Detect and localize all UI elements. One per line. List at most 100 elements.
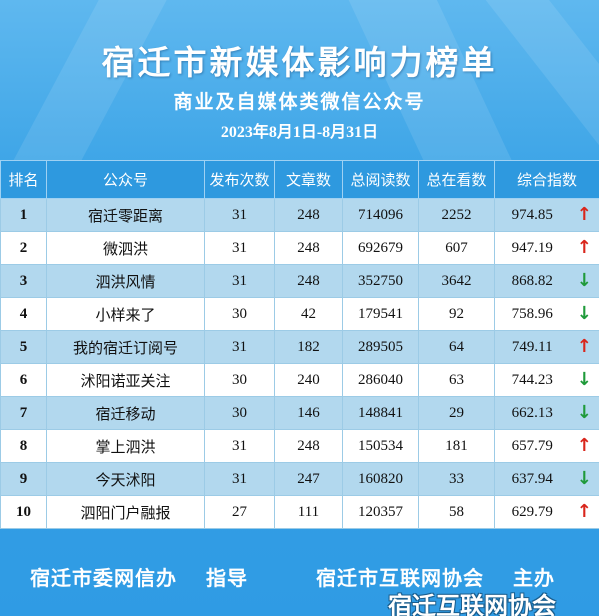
poster-footer: 宿迁市委网信办 指导 宿迁市互联网协会 主办 宿迁互联网协会 [0,548,599,616]
cell-likes: 181 [418,429,495,463]
cell-likes: 3642 [418,264,495,298]
cell-posts: 31 [204,264,275,298]
table-row: 2 微泗洪 31 248 692679 607 947.19 ↑ [0,231,599,265]
cell-rank: 5 [0,330,47,364]
cell-rank: 2 [0,231,47,265]
cell-rank: 10 [0,495,47,529]
cell-rank: 9 [0,462,47,496]
arrow-down-icon: ↓ [576,468,592,489]
cell-account-name: 宿迁零距离 [46,198,205,232]
cell-trend: ↓ [569,363,599,397]
host-org: 宿迁市互联网协会 主办 [316,566,555,590]
cell-likes: 63 [418,363,495,397]
cell-trend: ↓ [569,297,599,331]
cell-reads: 289505 [342,330,419,364]
cell-reads: 714096 [342,198,419,232]
date-range: 2023年8月1日-8月31日 [220,124,379,141]
cell-posts: 30 [204,297,275,331]
watermark-logo-text: 宿迁互联网协会 [388,592,556,616]
cell-score: 662.13 [494,396,570,430]
cell-trend: ↓ [569,396,599,430]
guide-org: 宿迁市委网信办 指导 [30,566,248,590]
cell-likes: 33 [418,462,495,496]
cell-account-name: 宿迁移动 [46,396,205,430]
ranking-table-body: 1 宿迁零距离 31 248 714096 2252 974.85 ↑ 2 微泗洪 31 248 692… [0,198,599,529]
cell-account-name: 沭阳诺亚关注 [46,363,205,397]
cell-posts: 31 [204,462,275,496]
cell-articles: 111 [274,495,343,529]
cell-reads: 179541 [342,297,419,331]
cell-reads: 692679 [342,231,419,265]
arrow-down-icon: ↓ [576,369,592,390]
cell-articles: 248 [274,198,343,232]
arrow-up-icon: ↑ [576,336,592,357]
column-header-posts: 发布次数 [204,160,275,199]
cell-rank: 8 [0,429,47,463]
cell-articles: 248 [274,231,343,265]
cell-posts: 30 [204,363,275,397]
arrow-up-icon: ↑ [576,237,592,258]
cell-account-name: 泗阳门户融报 [46,495,205,529]
table-row: 5 我的宿迁订阅号 31 182 289505 64 749.11 ↑ [0,330,599,364]
cell-score: 744.23 [494,363,570,397]
cell-posts: 31 [204,198,275,232]
cell-articles: 42 [274,297,343,331]
cell-articles: 240 [274,363,343,397]
cell-score: 749.11 [494,330,570,364]
cell-rank: 1 [0,198,47,232]
arrow-down-icon: ↓ [576,270,592,291]
cell-account-name: 微泗洪 [46,231,205,265]
arrow-down-icon: ↓ [576,402,592,423]
cell-rank: 7 [0,396,47,430]
cell-account-name: 泗洪风情 [46,264,205,298]
arrow-down-icon: ↓ [576,303,592,324]
table-row: 3 泗洪风情 31 248 352750 3642 868.82 ↓ [0,264,599,298]
cell-trend: ↑ [569,429,599,463]
table-row: 6 沭阳诺亚关注 30 240 286040 63 744.23 ↓ [0,363,599,397]
cell-articles: 247 [274,462,343,496]
cell-trend: ↓ [569,264,599,298]
cell-reads: 150534 [342,429,419,463]
cell-likes: 29 [418,396,495,430]
arrow-up-icon: ↑ [576,501,592,522]
page-subtitle: 商业及自媒体类微信公众号 [173,91,426,113]
ranking-table: 排名 公众号 发布次数 文章数 总阅读数 总在看数 综合指数 1 宿迁零距离 31 2… [0,160,599,529]
cell-articles: 146 [274,396,343,430]
cell-account-name: 小样来了 [46,297,205,331]
cell-likes: 607 [418,231,495,265]
table-row: 10 泗阳门户融报 27 111 120357 58 629.79 ↑ [0,495,599,529]
arrow-up-icon: ↑ [576,204,592,225]
cell-account-name: 我的宿迁订阅号 [46,330,205,364]
arrow-up-icon: ↑ [576,435,592,456]
cell-posts: 30 [204,396,275,430]
cell-score: 947.19 [494,231,570,265]
cell-posts: 31 [204,429,275,463]
cell-articles: 248 [274,264,343,298]
column-header-score: 综合指数 [493,160,599,199]
cell-rank: 4 [0,297,47,331]
cell-articles: 182 [274,330,343,364]
cell-reads: 286040 [342,363,419,397]
cell-score: 629.79 [494,495,570,529]
cell-score: 637.94 [494,462,570,496]
table-row: 4 小样来了 30 42 179541 92 758.96 ↓ [0,297,599,331]
cell-trend: ↓ [569,462,599,496]
cell-likes: 64 [418,330,495,364]
cell-likes: 2252 [418,198,495,232]
cell-trend: ↑ [569,231,599,265]
cell-reads: 352750 [342,264,419,298]
column-header-reads: 总阅读数 [342,160,419,199]
cell-account-name: 今天沭阳 [46,462,205,496]
page-title: 宿迁市新媒体影响力榜单 [101,43,498,82]
table-row: 1 宿迁零距离 31 248 714096 2252 974.85 ↑ [0,198,599,232]
cell-trend: ↑ [569,495,599,529]
cell-rank: 3 [0,264,47,298]
cell-posts: 31 [204,231,275,265]
cell-score: 758.96 [494,297,570,331]
table-row: 7 宿迁移动 30 146 148841 29 662.13 ↓ [0,396,599,430]
cell-reads: 160820 [342,462,419,496]
cell-likes: 92 [418,297,495,331]
cell-trend: ↑ [569,330,599,364]
cell-reads: 120357 [342,495,419,529]
